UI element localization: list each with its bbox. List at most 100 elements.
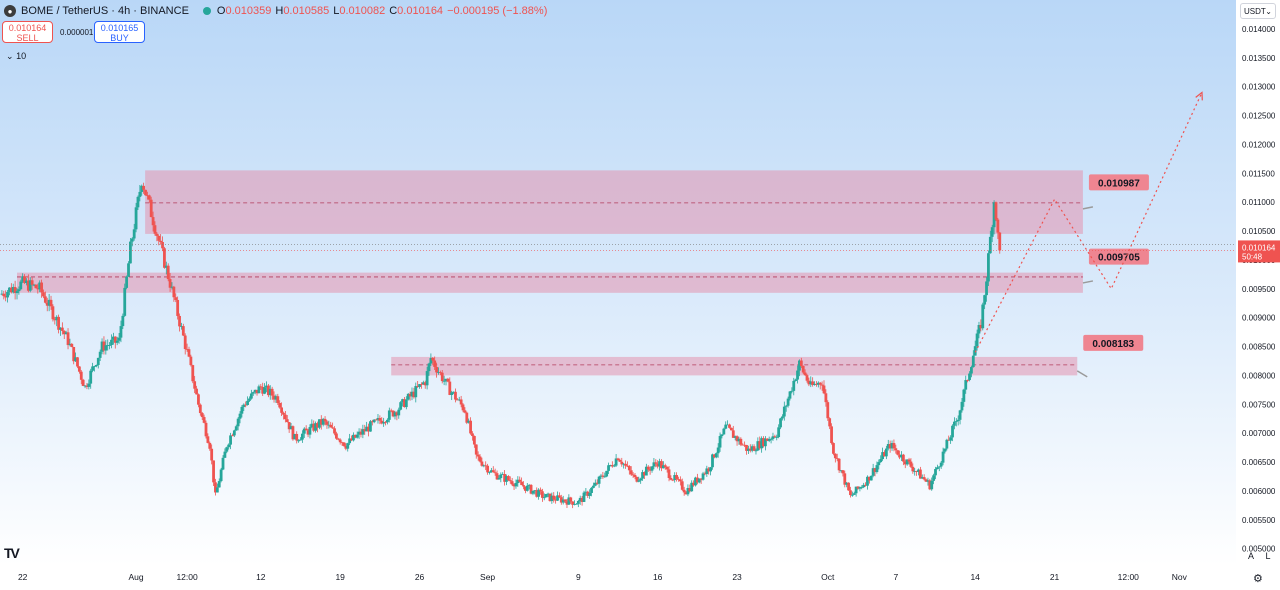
auto-scale-button[interactable]: A <box>1247 551 1254 561</box>
indicators-toggle[interactable]: ⌄ 10 <box>6 51 26 62</box>
candle-body <box>295 433 299 441</box>
candle-body <box>412 391 416 398</box>
tradingview-logo-icon[interactable]: TV <box>4 545 20 561</box>
candle-body <box>180 326 183 327</box>
log-scale-button[interactable]: L <box>1265 551 1271 561</box>
supply-zone-3[interactable] <box>391 356 1078 376</box>
candle-body <box>102 341 106 351</box>
candle-body <box>716 447 720 454</box>
symbol-title[interactable]: BOME / TetherUS · 4h · BINANCE <box>21 5 189 17</box>
candle-body <box>862 484 866 488</box>
candle-body <box>246 400 249 406</box>
candle-body <box>242 404 246 407</box>
candle-body <box>639 478 643 481</box>
zone-price-label-bg-3[interactable] <box>1083 334 1144 351</box>
candle-body <box>297 440 301 442</box>
candle-body <box>565 501 569 505</box>
candle-body <box>523 486 527 491</box>
low-key: L <box>333 5 340 17</box>
zone-price-label-bg-1[interactable] <box>1088 174 1149 191</box>
candle-body <box>731 430 735 438</box>
candle-body <box>0 293 4 295</box>
candle-body <box>958 410 962 420</box>
buy-button[interactable]: 0.010165 BUY <box>94 21 145 43</box>
candle-body <box>85 385 89 387</box>
candle-body <box>633 474 637 477</box>
candle-body <box>227 444 231 448</box>
candle-body <box>618 460 622 462</box>
low-value: 0.010082 <box>339 5 386 17</box>
candle-body <box>590 487 593 493</box>
candle-body <box>497 478 501 480</box>
candle-body <box>620 461 624 465</box>
candle-body <box>756 441 760 451</box>
candle-body <box>316 423 319 428</box>
candle-body <box>616 458 620 461</box>
candle-body <box>869 475 873 481</box>
candle-body <box>6 291 9 298</box>
candle-body <box>775 437 779 438</box>
y-tick-label: 0.007000 <box>1242 429 1276 438</box>
candle-body <box>79 371 83 380</box>
candle-body <box>372 419 376 423</box>
x-tick-label: 26 <box>415 572 425 582</box>
candle-body <box>327 424 331 426</box>
candle-body <box>336 438 340 440</box>
candle-body <box>142 185 146 190</box>
candle-body <box>43 296 47 303</box>
candle-body <box>971 355 975 368</box>
candle-body <box>350 438 353 441</box>
candle-body <box>743 444 747 446</box>
candle-body <box>469 420 472 434</box>
candle-body <box>369 421 372 432</box>
candle-body <box>866 476 869 486</box>
candle-body <box>954 421 958 422</box>
candle-body <box>111 336 115 340</box>
candle-body <box>240 406 244 414</box>
projection-path[interactable] <box>974 92 1203 353</box>
candle-body <box>815 383 818 385</box>
candle-body <box>522 485 525 487</box>
candle-body <box>355 434 359 438</box>
candle-body <box>36 288 40 290</box>
y-tick-label: 0.009000 <box>1242 314 1276 323</box>
y-tick-label: 0.005000 <box>1242 545 1276 554</box>
supply-zone-1[interactable] <box>145 170 1083 234</box>
zone-price-label-3: 0.008183 <box>1092 339 1134 350</box>
zone-price-label-bg-2[interactable] <box>1088 248 1149 265</box>
candle-body <box>77 366 81 372</box>
candle-body <box>482 465 486 467</box>
candle-body <box>293 433 297 440</box>
x-tick-label: Oct <box>821 572 835 582</box>
candle-body <box>17 289 21 292</box>
candle-body <box>981 304 985 329</box>
candle-body <box>678 479 682 482</box>
candle-body <box>414 386 418 398</box>
candle-body <box>404 399 408 408</box>
candle-body <box>376 418 380 420</box>
candle-body <box>835 458 839 460</box>
candle-body <box>788 391 792 399</box>
candle-body <box>312 423 316 431</box>
candle-body <box>488 472 491 473</box>
candle-body <box>89 370 93 384</box>
y-tick-label: 0.005500 <box>1242 516 1276 525</box>
supply-zone-2[interactable] <box>17 272 1083 293</box>
candle-body <box>970 367 973 374</box>
candle-body <box>905 459 909 465</box>
y-tick-label: 0.010500 <box>1242 227 1276 236</box>
candle-body <box>962 389 966 402</box>
currency-select[interactable]: USDT ⌄ <box>1240 3 1276 19</box>
candle-body <box>115 340 119 343</box>
candle-body <box>516 479 520 484</box>
candle-body <box>11 286 15 293</box>
candle-body <box>423 382 427 386</box>
candle-body <box>370 421 374 423</box>
sell-button[interactable]: 0.010164 SELL <box>2 21 53 43</box>
projection-arrowhead <box>1195 91 1203 101</box>
gear-icon[interactable]: ⚙ <box>1253 573 1263 585</box>
candle-body <box>121 315 125 327</box>
candle-body <box>491 470 495 473</box>
ohlc-high: H0.010585 <box>275 5 329 17</box>
